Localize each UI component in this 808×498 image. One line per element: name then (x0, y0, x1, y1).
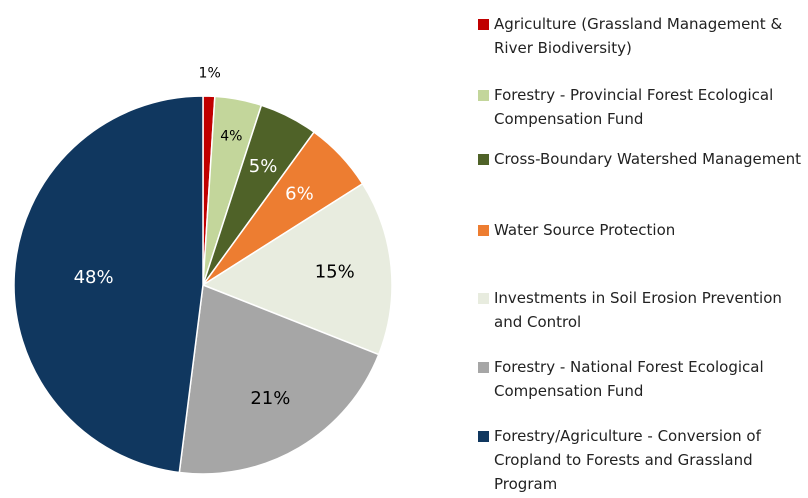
data-label: 5% (249, 156, 278, 177)
legend-swatch (478, 293, 489, 304)
data-label: 15% (315, 262, 355, 283)
legend-swatch (478, 362, 489, 373)
legend-swatch (478, 431, 489, 442)
legend-label: Forestry - National Forest Ecological Co… (494, 358, 764, 400)
legend-label: Investments in Soil Erosion Prevention a… (494, 289, 782, 331)
legend-label: Agriculture (Grassland Management & Rive… (494, 15, 783, 57)
pie-slice (178, 283, 380, 475)
legend-swatch (478, 225, 489, 236)
legend-label: Forestry/Agriculture - Conversion of Cro… (494, 427, 761, 493)
data-label: 6% (285, 183, 314, 204)
data-label: 48% (74, 267, 114, 288)
legend-swatch (478, 154, 489, 165)
data-label: 21% (250, 388, 290, 409)
pie-slice (13, 95, 204, 474)
pie: 1% 4% 5% 6% 15% 21% 48% (13, 65, 393, 475)
data-label: 4% (220, 128, 242, 144)
pie-slice (201, 182, 393, 356)
legend-swatch (478, 19, 489, 30)
legend-label: Water Source Protection (494, 221, 676, 239)
legend-label: Forestry - Provincial Forest Ecological … (494, 86, 774, 128)
legend-swatch (478, 90, 489, 101)
data-label: 1% (199, 65, 221, 81)
legend-label: Cross-Boundary Watershed Management (494, 150, 801, 168)
